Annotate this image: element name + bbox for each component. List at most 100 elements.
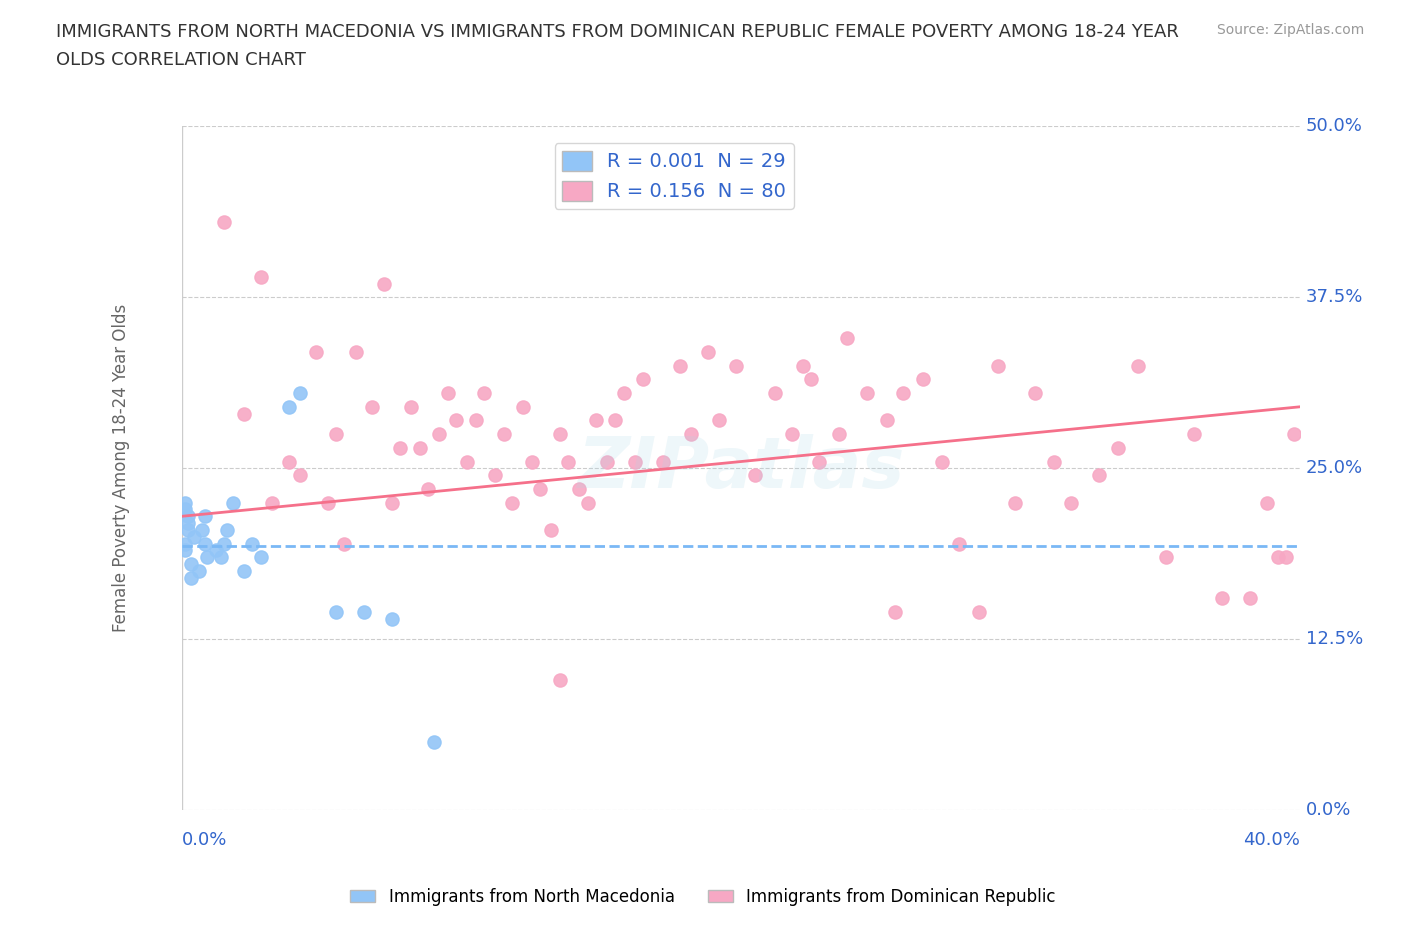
Point [1239, 591, 1261, 605]
Point [464, 413, 486, 428]
Point [188, 564, 211, 578]
Point [325, 427, 347, 442]
Point [373, 276, 395, 291]
Legend: Immigrants from North Macedonia, Immigrants from Dominican Republic: Immigrants from North Macedonia, Immigra… [343, 881, 1063, 912]
Text: OLDS CORRELATION CHART: OLDS CORRELATION CHART [56, 51, 307, 69]
Point [191, 523, 214, 538]
Point [800, 372, 823, 387]
Point [344, 345, 367, 360]
Point [529, 482, 551, 497]
Point [249, 550, 271, 565]
Point [211, 550, 233, 565]
Point [876, 413, 898, 428]
Point [724, 358, 747, 373]
Point [633, 372, 655, 387]
Point [548, 673, 571, 688]
Point [1043, 454, 1066, 469]
Point [325, 604, 347, 619]
Point [492, 427, 515, 442]
Point [197, 550, 219, 565]
Point [174, 537, 197, 551]
Point [744, 468, 766, 483]
Point [288, 386, 311, 401]
Point [177, 509, 200, 524]
Point [1088, 468, 1111, 483]
Point [613, 386, 636, 401]
Point [707, 413, 730, 428]
Point [931, 454, 953, 469]
Point [436, 386, 458, 401]
Text: 40.0%: 40.0% [1243, 830, 1301, 849]
Point [696, 345, 718, 360]
Point [214, 215, 236, 230]
Point [333, 537, 356, 551]
Point [174, 543, 197, 558]
Point [808, 454, 831, 469]
Point [1267, 550, 1289, 565]
Text: 50.0%: 50.0% [1306, 117, 1362, 135]
Point [1060, 495, 1083, 510]
Point [423, 735, 446, 750]
Point [214, 537, 236, 551]
Point [1126, 358, 1149, 373]
Point [1284, 427, 1306, 442]
Point [557, 454, 579, 469]
Point [260, 495, 283, 510]
Point [837, 331, 859, 346]
Point [967, 604, 990, 619]
Point [277, 399, 299, 414]
Point [381, 495, 404, 510]
Point [763, 386, 786, 401]
Point [194, 509, 217, 524]
Point [401, 399, 423, 414]
Point [652, 454, 675, 469]
Point [174, 495, 197, 510]
Point [596, 454, 619, 469]
Point [180, 557, 202, 572]
Point [361, 399, 384, 414]
Text: ZIPatlas: ZIPatlas [578, 434, 905, 503]
Point [911, 372, 934, 387]
Text: 0.0%: 0.0% [183, 830, 228, 849]
Point [548, 427, 571, 442]
Point [177, 523, 200, 538]
Point [1275, 550, 1298, 565]
Point [277, 454, 299, 469]
Point [183, 529, 205, 544]
Point [221, 495, 243, 510]
Point [429, 427, 451, 442]
Point [444, 413, 467, 428]
Text: Source: ZipAtlas.com: Source: ZipAtlas.com [1216, 23, 1364, 37]
Point [409, 441, 432, 456]
Point [177, 515, 200, 530]
Point [891, 386, 914, 401]
Point [792, 358, 814, 373]
Point [418, 482, 440, 497]
Text: Female Poverty Among 18-24 Year Olds: Female Poverty Among 18-24 Year Olds [112, 304, 129, 632]
Point [1107, 441, 1129, 456]
Point [240, 537, 263, 551]
Point [780, 427, 803, 442]
Point [668, 358, 690, 373]
Point [568, 482, 591, 497]
Point [828, 427, 851, 442]
Point [180, 570, 202, 585]
Legend: R = 0.001  N = 29, R = 0.156  N = 80: R = 0.001 N = 29, R = 0.156 N = 80 [554, 143, 794, 209]
Point [472, 386, 495, 401]
Point [456, 454, 478, 469]
Point [288, 468, 311, 483]
Point [1256, 495, 1278, 510]
Point [856, 386, 879, 401]
Point [883, 604, 905, 619]
Point [1004, 495, 1026, 510]
Point [948, 537, 970, 551]
Point [174, 502, 197, 517]
Point [1211, 591, 1233, 605]
Point [249, 270, 271, 285]
Point [215, 523, 238, 538]
Point [381, 611, 404, 626]
Point [520, 454, 543, 469]
Point [194, 537, 217, 551]
Point [987, 358, 1010, 373]
Text: 0.0%: 0.0% [1306, 802, 1351, 819]
